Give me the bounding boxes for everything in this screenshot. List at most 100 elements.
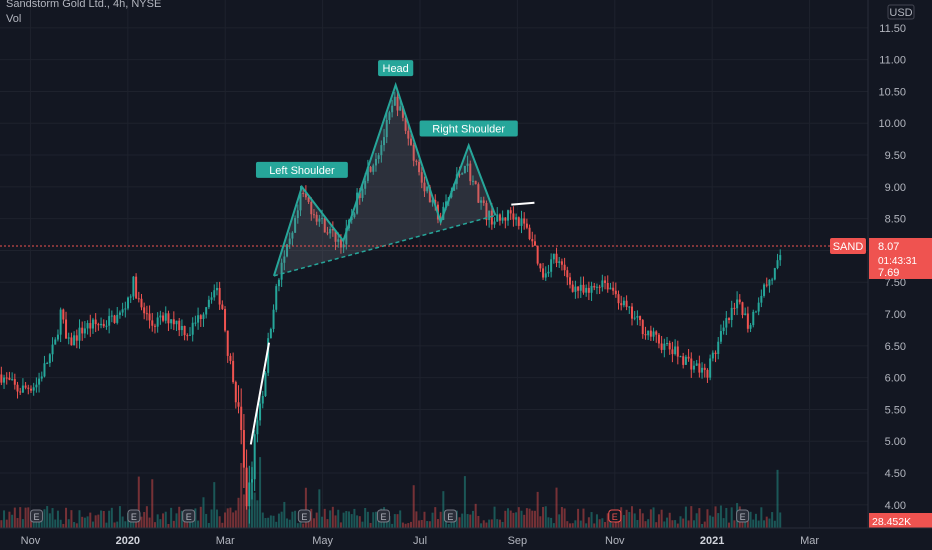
- candle-body: [337, 239, 340, 242]
- chart-legend: Sandstorm Gold Ltd., 4h, NYSE Vol: [6, 0, 161, 27]
- volume-bar: [628, 512, 631, 528]
- earnings-marker-icon[interactable]: [376, 509, 390, 523]
- earnings-marker-icon[interactable]: [30, 509, 44, 523]
- volume-bar: [337, 509, 340, 528]
- candle-body: [19, 391, 22, 393]
- volume-bar: [674, 520, 677, 528]
- volume-bar: [256, 500, 259, 528]
- volume-bar: [418, 520, 421, 528]
- trendline[interactable]: [511, 201, 535, 206]
- earnings-marker-icon[interactable]: [443, 509, 457, 523]
- volume-bar: [558, 514, 561, 528]
- volume-bar: [649, 509, 652, 528]
- volume-bar: [525, 508, 528, 528]
- candle-body: [127, 297, 130, 309]
- earnings-marker-icon[interactable]: [608, 509, 622, 523]
- volume-bar: [24, 507, 27, 528]
- volume-bar: [396, 514, 399, 528]
- volume-bar: [296, 523, 299, 528]
- earnings-marker-icon[interactable]: [182, 509, 196, 523]
- volume-bar: [606, 513, 609, 528]
- candle-body: [587, 287, 590, 293]
- candle-body: [180, 325, 183, 331]
- volume-bar: [504, 510, 507, 528]
- volume-bar: [5, 519, 8, 528]
- volume-bar: [3, 510, 6, 528]
- candle-body: [342, 244, 345, 248]
- volume-bar: [140, 516, 143, 528]
- candle-body: [471, 180, 474, 182]
- volume-bar: [531, 510, 534, 528]
- pattern-label-box: [419, 120, 518, 137]
- candle-body: [110, 315, 113, 317]
- volume-bar: [237, 497, 240, 528]
- candle-body: [186, 335, 189, 337]
- candle-body: [296, 210, 299, 218]
- volume-bar: [83, 517, 86, 528]
- head-and-shoulders-line[interactable]: [272, 81, 497, 277]
- volume-bar: [197, 520, 200, 528]
- currency-badge[interactable]: [887, 4, 915, 20]
- volume-bar: [566, 521, 569, 528]
- candle-body: [143, 307, 146, 314]
- volume-bar: [213, 482, 216, 528]
- candle-body: [399, 106, 402, 111]
- volume-bar: [598, 519, 601, 528]
- volume-bar: [137, 476, 140, 528]
- candle-body: [364, 180, 367, 189]
- volume-bar: [261, 512, 264, 528]
- candle-body: [585, 287, 588, 293]
- earnings-marker-icon[interactable]: [127, 509, 141, 523]
- candle-body: [51, 344, 54, 355]
- candle-body: [65, 319, 68, 339]
- candle-body: [32, 387, 35, 391]
- candle-body: [118, 312, 121, 315]
- volume-bar: [436, 519, 439, 528]
- candle-body: [0, 374, 3, 383]
- volume-bar: [21, 519, 24, 528]
- volume-bar: [326, 519, 329, 528]
- candle-body: [105, 325, 108, 327]
- candle-body: [286, 244, 289, 257]
- candle-body: [224, 308, 227, 331]
- volume-bar: [639, 508, 642, 528]
- candle-body: [490, 210, 493, 225]
- candle-body: [644, 334, 647, 336]
- volume-bar: [555, 487, 558, 528]
- volume-bar: [760, 507, 763, 528]
- volume-bar: [312, 518, 315, 528]
- time-axis[interactable]: [0, 528, 932, 550]
- candle-body: [728, 318, 731, 320]
- candle-body: [652, 331, 655, 337]
- candle-body: [312, 214, 315, 216]
- volume-bar: [232, 512, 235, 528]
- volume-bar: [97, 514, 100, 528]
- candle-body: [135, 276, 138, 299]
- earnings-marker-icon[interactable]: [736, 509, 750, 523]
- volume-bar: [116, 521, 119, 528]
- volume-bar: [310, 508, 313, 528]
- candle-body: [56, 334, 59, 340]
- candle-body: [73, 335, 76, 346]
- trendline[interactable]: [249, 342, 271, 445]
- candle-body: [170, 319, 173, 324]
- candle-body: [401, 106, 404, 118]
- volume-bar: [334, 515, 337, 528]
- candle-body: [754, 311, 757, 313]
- time-tick-label: Jul: [413, 535, 427, 547]
- volume-bar: [226, 508, 229, 528]
- volume-bar: [428, 521, 431, 528]
- candle-body: [145, 313, 148, 315]
- volume-bar: [668, 512, 671, 528]
- low-price-value: 7.69: [878, 267, 899, 279]
- volume-bar: [714, 506, 717, 528]
- candle-body: [773, 268, 776, 280]
- volume-bar: [16, 518, 19, 528]
- candle-body: [577, 286, 580, 291]
- volume-bar: [59, 519, 62, 528]
- candle-body: [625, 300, 628, 307]
- candle-body: [162, 315, 165, 321]
- earnings-marker-icon[interactable]: [297, 509, 311, 523]
- volume-bar: [54, 519, 57, 528]
